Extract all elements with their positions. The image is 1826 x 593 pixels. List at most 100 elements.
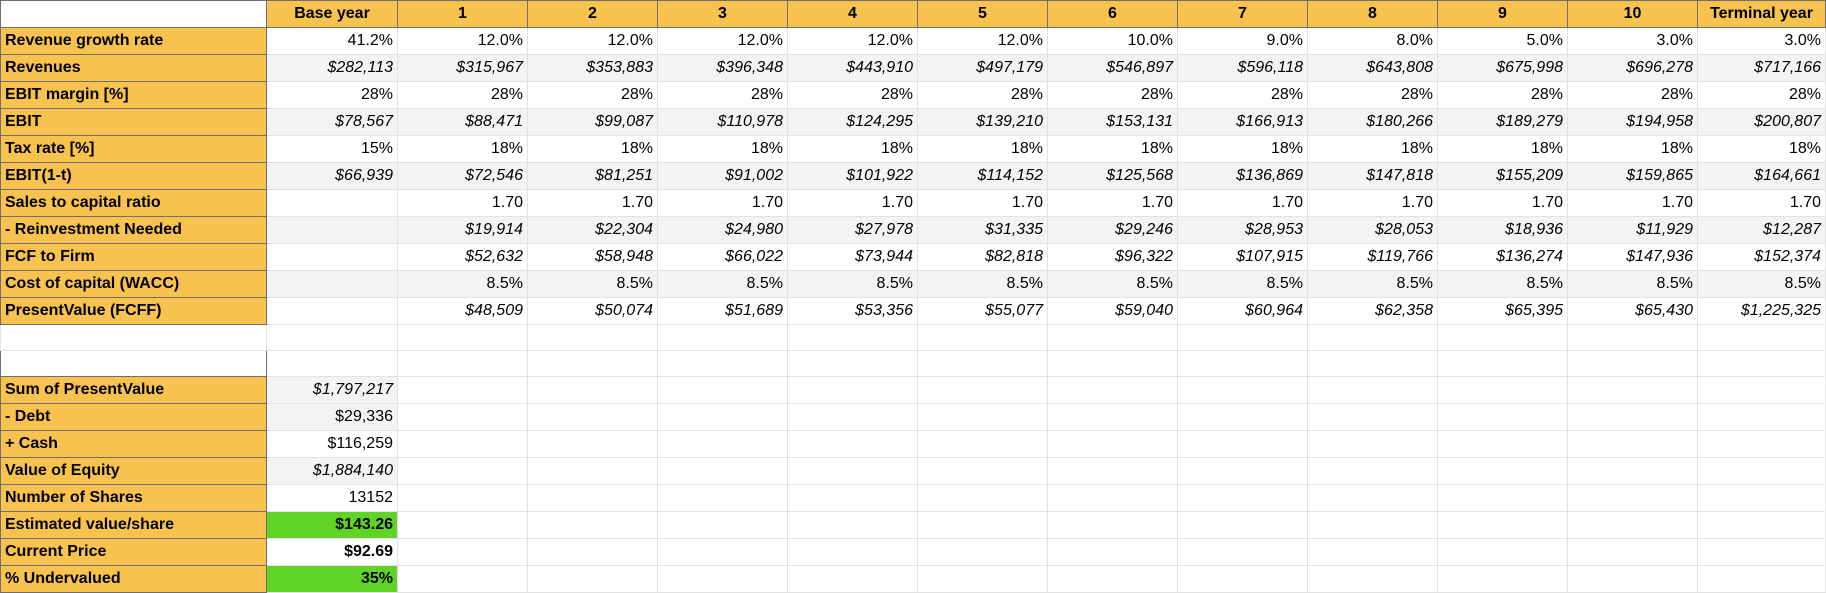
value-cell[interactable]: $101,922 [787, 162, 918, 190]
base-year-cell[interactable]: $66,939 [266, 162, 398, 190]
value-cell[interactable]: 18% [1177, 135, 1308, 163]
value-cell[interactable]: 18% [787, 135, 918, 163]
value-cell[interactable]: $147,818 [1307, 162, 1438, 190]
empty-cell[interactable] [1567, 457, 1698, 485]
row-label[interactable]: Revenues [0, 54, 267, 82]
empty-cell[interactable] [1697, 511, 1826, 539]
empty-cell[interactable] [1567, 484, 1698, 512]
base-year-cell[interactable] [266, 189, 398, 217]
empty-cell[interactable] [1437, 484, 1568, 512]
empty-cell[interactable] [1047, 565, 1178, 593]
value-cell[interactable]: 3.0% [1697, 27, 1826, 55]
empty-cell[interactable] [1177, 376, 1308, 404]
row-label[interactable]: EBIT [0, 108, 267, 136]
base-year-cell[interactable]: 15% [266, 135, 398, 163]
value-cell[interactable]: 1.70 [1047, 189, 1178, 217]
summary-value[interactable]: 13152 [266, 484, 398, 512]
value-cell[interactable]: $125,568 [1047, 162, 1178, 190]
column-header[interactable]: 6 [1047, 0, 1178, 28]
value-cell[interactable]: 12.0% [917, 27, 1048, 55]
empty-cell[interactable] [1047, 350, 1178, 377]
empty-cell[interactable] [787, 457, 918, 485]
value-cell[interactable]: $119,766 [1307, 243, 1438, 271]
row-label[interactable]: - Reinvestment Needed [0, 216, 267, 244]
empty-cell[interactable] [1307, 565, 1438, 593]
empty-cell[interactable] [266, 324, 398, 351]
value-cell[interactable]: $53,356 [787, 297, 918, 325]
value-cell[interactable]: 18% [527, 135, 658, 163]
empty-cell[interactable] [787, 403, 918, 431]
value-cell[interactable]: $48,509 [397, 297, 528, 325]
column-header[interactable]: Terminal year [1697, 0, 1826, 28]
value-cell[interactable]: 18% [1697, 135, 1826, 163]
empty-cell[interactable] [1437, 376, 1568, 404]
empty-cell[interactable] [657, 457, 788, 485]
empty-cell[interactable] [657, 403, 788, 431]
value-cell[interactable]: 18% [1307, 135, 1438, 163]
value-cell[interactable]: 28% [1307, 81, 1438, 109]
base-year-cell[interactable]: 41.2% [266, 27, 398, 55]
empty-cell[interactable] [1697, 350, 1826, 377]
value-cell[interactable]: $22,304 [527, 216, 658, 244]
value-cell[interactable]: $88,471 [397, 108, 528, 136]
empty-cell[interactable] [527, 484, 658, 512]
value-cell[interactable]: $675,998 [1437, 54, 1568, 82]
value-cell[interactable]: 18% [917, 135, 1048, 163]
base-year-cell[interactable] [266, 243, 398, 271]
column-header[interactable]: 7 [1177, 0, 1308, 28]
value-cell[interactable]: 18% [1437, 135, 1568, 163]
empty-cell[interactable] [917, 511, 1048, 539]
value-cell[interactable]: $189,279 [1437, 108, 1568, 136]
empty-cell[interactable] [917, 350, 1048, 377]
value-cell[interactable]: $147,936 [1567, 243, 1698, 271]
empty-cell[interactable] [1697, 324, 1826, 351]
empty-cell[interactable] [1047, 457, 1178, 485]
row-label[interactable]: EBIT margin [%] [0, 81, 267, 109]
empty-cell[interactable] [1047, 430, 1178, 458]
column-header[interactable]: 10 [1567, 0, 1698, 28]
empty-cell[interactable] [266, 350, 398, 377]
value-cell[interactable]: $194,958 [1567, 108, 1698, 136]
summary-value[interactable]: $1,884,140 [266, 457, 398, 485]
value-cell[interactable]: $91,002 [657, 162, 788, 190]
value-cell[interactable]: 8.5% [1437, 270, 1568, 298]
empty-cell[interactable] [397, 565, 528, 593]
value-cell[interactable]: 1.70 [787, 189, 918, 217]
empty-cell[interactable] [657, 538, 788, 566]
value-cell[interactable]: $153,131 [1047, 108, 1178, 136]
value-cell[interactable]: 28% [1177, 81, 1308, 109]
value-cell[interactable]: $62,358 [1307, 297, 1438, 325]
base-year-cell[interactable]: $78,567 [266, 108, 398, 136]
summary-label[interactable]: Estimated value/share [0, 511, 267, 539]
row-label[interactable]: EBIT(1-t) [0, 162, 267, 190]
value-cell[interactable]: $124,295 [787, 108, 918, 136]
value-cell[interactable]: $643,808 [1307, 54, 1438, 82]
empty-cell[interactable] [1307, 538, 1438, 566]
empty-cell[interactable] [1177, 430, 1308, 458]
value-cell[interactable]: $166,913 [1177, 108, 1308, 136]
value-cell[interactable]: 12.0% [657, 27, 788, 55]
empty-cell[interactable] [397, 484, 528, 512]
value-cell[interactable]: 18% [1567, 135, 1698, 163]
empty-cell[interactable] [527, 403, 658, 431]
empty-cell[interactable] [657, 511, 788, 539]
value-cell[interactable]: 8.0% [1307, 27, 1438, 55]
summary-label[interactable]: % Undervalued [0, 565, 267, 593]
value-cell[interactable]: $596,118 [1177, 54, 1308, 82]
empty-cell[interactable] [1307, 511, 1438, 539]
value-cell[interactable]: $51,689 [657, 297, 788, 325]
value-cell[interactable]: 18% [397, 135, 528, 163]
base-year-cell[interactable]: 28% [266, 81, 398, 109]
empty-cell[interactable] [397, 376, 528, 404]
value-cell[interactable]: $28,053 [1307, 216, 1438, 244]
value-cell[interactable]: 28% [1567, 81, 1698, 109]
empty-cell[interactable] [1697, 403, 1826, 431]
empty-cell[interactable] [527, 324, 658, 351]
empty-cell[interactable] [1697, 484, 1826, 512]
empty-cell[interactable] [397, 324, 528, 351]
column-header[interactable]: 3 [657, 0, 788, 28]
value-cell[interactable]: $52,632 [397, 243, 528, 271]
column-header[interactable]: 4 [787, 0, 918, 28]
value-cell[interactable]: $717,166 [1697, 54, 1826, 82]
value-cell[interactable]: 1.70 [527, 189, 658, 217]
